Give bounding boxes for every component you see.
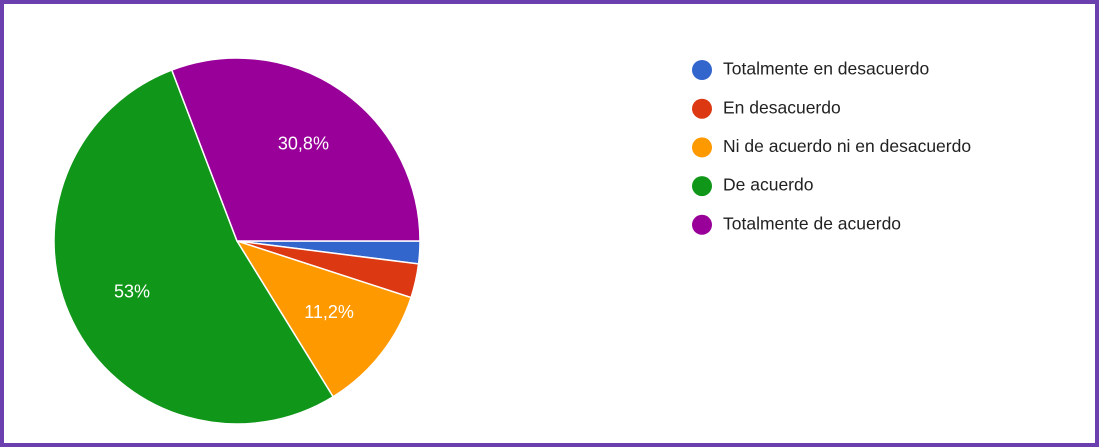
pie-slice [235, 239, 412, 398]
legend-swatch [692, 60, 712, 80]
legend-label: Totalmente de acuerdo [723, 213, 901, 233]
pie-slice [170, 57, 421, 242]
slice-label: 30,8% [278, 133, 329, 153]
pie-slice [53, 69, 335, 425]
slice-label: 11,2% [304, 302, 354, 322]
legend-label: Totalmente en desacuerdo [723, 59, 929, 79]
legend-swatch [692, 98, 712, 119]
slice-label: 53% [114, 282, 150, 302]
legend-label: Ni de acuerdo ni en desacuerdo [723, 136, 971, 156]
legend-swatch [692, 137, 712, 158]
legend-swatch [692, 176, 712, 197]
legend-label: De acuerdo [723, 175, 813, 195]
legend-label: En desacuerdo [723, 97, 841, 117]
legend-swatch [692, 214, 712, 235]
